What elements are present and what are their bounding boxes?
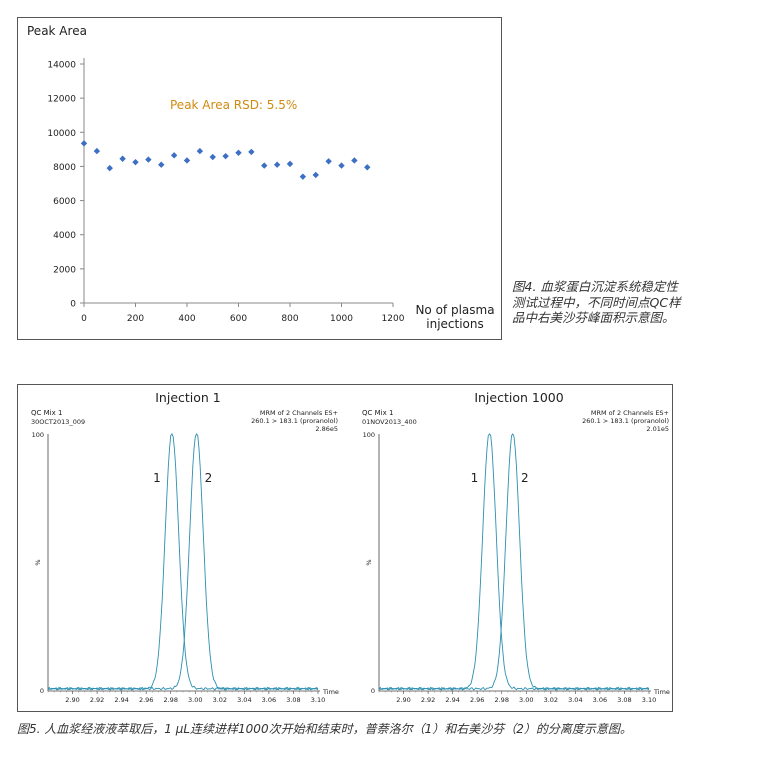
data-point	[248, 148, 255, 156]
data-point	[119, 155, 126, 162]
data-point	[106, 164, 113, 172]
peak-area-scatter-plot: Peak Area0200040006000800010000120001400…	[27, 24, 495, 331]
x-tick-label: 2.94	[445, 696, 459, 704]
sample-name: QC Mix 1	[362, 409, 393, 417]
peak-area-chart-panel: Peak Area 0 2000 4000 6000 8000 10000 12000 1400…	[17, 17, 502, 340]
data-point	[338, 162, 345, 169]
x-tick-label: 200	[127, 314, 144, 324]
data-point	[261, 162, 268, 169]
x-tick-label: 3.08	[286, 696, 300, 704]
x-tick-label: 3.08	[617, 696, 631, 704]
y-zero-label: 0	[40, 687, 44, 695]
data-point	[222, 152, 229, 160]
peak-label-2: 2	[205, 471, 213, 485]
peak-label-2: 2	[521, 471, 529, 485]
channel-info: MRM of 2 Channels ES+	[260, 409, 338, 417]
x-tick-label: 2.94	[114, 696, 128, 704]
y-axis-label: %	[34, 559, 42, 565]
y-tick-label: 4000	[53, 231, 76, 241]
x-tick-label: 2.92	[90, 696, 104, 704]
x-tick-label: 3.10	[311, 696, 325, 704]
chart-title: Peak Area	[27, 24, 87, 38]
intensity-info: 2.86e5	[315, 425, 338, 433]
peak-trace-1	[378, 433, 650, 691]
file-name: 01NOV2013_400	[362, 418, 417, 426]
y-tick-label: 6000	[53, 197, 76, 207]
x-tick-label: 2.90	[65, 696, 79, 704]
figure4-caption: 图4. 血浆蛋白沉淀系统稳定性测试过程中，不同时间点QC样品中右美沙芬峰面积示意…	[512, 279, 681, 325]
y-tick-label: 10000	[47, 129, 76, 139]
peak-trace-2	[47, 433, 319, 691]
data-point	[183, 157, 191, 164]
x-tick-label: 2.96	[139, 696, 153, 704]
figure5-caption: 图5. 人血浆经液液萃取后，1 μL连续进样1000次开始和结束时，普萘洛尔（1…	[17, 722, 632, 736]
y-tick-label: 12000	[47, 95, 76, 105]
data-point	[158, 161, 165, 168]
x-axis-label: Time	[322, 688, 339, 696]
sample-name: QC Mix 1	[31, 409, 62, 417]
y-tick-label: 14000	[47, 61, 76, 71]
x-tick-label: 3.06	[593, 696, 607, 704]
x-tick-label: 2.90	[396, 696, 410, 704]
x-tick-label: 2.96	[470, 696, 484, 704]
chromatogram-panel: Injection 1 QC Mix 1 30OCT2013_009 MRM of 2…	[17, 384, 673, 712]
y-tick-label: 0	[70, 300, 76, 310]
x-axis-label: Time	[653, 688, 670, 696]
file-name: 30OCT2013_009	[31, 418, 85, 426]
chromatogram-title: Injection 1000	[474, 390, 563, 405]
x-tick-label: 600	[230, 314, 247, 324]
x-tick-label: 3.02	[213, 696, 227, 704]
chromatogram-title: Injection 1	[155, 390, 221, 405]
data-point	[93, 147, 101, 155]
data-point	[235, 149, 242, 156]
y-tick-label: 2000	[53, 265, 76, 275]
transition-info: 260.1 > 183.1 (proranolol)	[251, 417, 338, 425]
x-tick-label: 3.04	[568, 696, 582, 704]
data-point	[312, 171, 319, 179]
x-axis-label: No of plasma injections	[415, 303, 494, 331]
peak-label-1: 1	[153, 471, 161, 485]
rsd-annotation: Peak Area RSD: 5.5%	[170, 98, 297, 112]
data-point	[364, 164, 371, 171]
intensity-info: 2.01e5	[646, 425, 669, 433]
y-tick-label: 8000	[53, 163, 76, 173]
x-tick-label: 2.92	[421, 696, 435, 704]
data-point	[80, 140, 88, 147]
x-tick-label: 2.98	[494, 696, 508, 704]
data-point	[351, 157, 358, 164]
x-tick-label: 3.06	[262, 696, 276, 704]
x-tick-label: 400	[178, 314, 195, 324]
x-tick-label: 3.00	[188, 696, 202, 704]
x-tick-label: 2.98	[163, 696, 177, 704]
x-tick-label: 800	[281, 314, 298, 324]
x-tick-label: 1200	[382, 314, 405, 324]
data-point	[170, 152, 178, 159]
data-point	[273, 161, 281, 168]
y-zero-label: 0	[371, 687, 375, 695]
transition-info: 260.1 > 183.1 (proranolol)	[582, 417, 669, 425]
data-point	[286, 160, 294, 168]
data-point	[132, 158, 139, 166]
x-tick-label: 3.02	[544, 696, 558, 704]
x-tick-label: 3.00	[519, 696, 533, 704]
x-tick-label: 3.04	[237, 696, 251, 704]
y-top-label: 100	[32, 431, 44, 439]
x-tick-label: 1000	[330, 314, 353, 324]
data-point	[145, 156, 152, 163]
x-tick-label: 3.10	[642, 696, 656, 704]
peak-trace-2	[378, 433, 650, 691]
peak-label-1: 1	[471, 471, 479, 485]
data-point	[325, 158, 332, 165]
y-axis-label: %	[365, 559, 373, 565]
channel-info: MRM of 2 Channels ES+	[591, 409, 669, 417]
y-top-label: 100	[363, 431, 375, 439]
data-point	[196, 147, 204, 155]
data-point	[209, 153, 216, 161]
x-tick-label: 0	[81, 314, 87, 324]
data-point	[299, 173, 307, 180]
